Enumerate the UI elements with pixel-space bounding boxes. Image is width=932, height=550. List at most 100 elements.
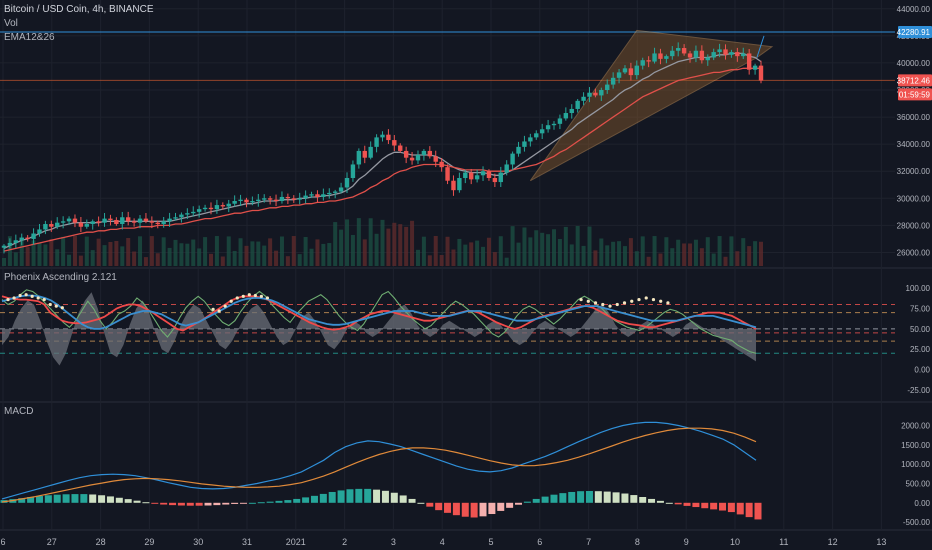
candle-body [185,213,190,215]
volume-bar [185,243,190,266]
candle-body [90,221,95,225]
candle-body [155,222,160,225]
price-tick-label: 26000.00 [897,248,931,257]
volume-bar [492,252,497,266]
candle-body [19,237,24,241]
macd-histogram-bar [692,502,700,508]
volume-bar [504,257,509,266]
macd-histogram-bar [506,502,514,508]
candle-body [687,53,693,58]
phoenix-marker [217,309,221,313]
price-tick-label: 28000.00 [897,221,931,230]
candle-body [315,194,320,197]
phoenix-marker [644,296,648,300]
volume-bar [120,246,125,266]
macd-histogram-bar [550,494,558,503]
candle-body [256,199,261,202]
candle-body [262,198,267,200]
candle-body [108,218,113,220]
macd-histogram-bar [639,497,647,503]
volume-bar [132,251,137,266]
candle-body [587,92,592,97]
volume-bar [522,227,527,266]
volume-bar [421,236,426,266]
volume-bar [753,241,758,266]
candle-body [486,171,492,178]
candle-body [350,164,356,178]
macd-tick-label: 1500.00 [901,441,930,450]
price-label-box [898,26,932,39]
candle-body [581,96,586,101]
volume-bar [729,236,734,266]
candle-body [676,48,681,51]
volume-bar [557,239,562,266]
volume-bar [13,252,18,266]
ema-line-slow [3,67,761,252]
volume-bar [552,229,557,266]
macd-histogram-bar [577,491,585,503]
macd-histogram-bar [80,494,88,503]
price-tick-label: 36000.00 [897,113,931,122]
volume-bar [108,241,113,266]
volume-bar [232,250,237,266]
phoenix-tick-label: 75.00 [910,305,931,314]
phoenix-marker [659,299,663,303]
macd-histogram-bar [275,500,283,503]
price-tick-label: 32000.00 [897,167,931,176]
macd-histogram-bar [408,498,416,503]
volume-bar [321,243,326,266]
candle-body [137,218,143,223]
volume-bar [2,258,6,266]
time-tick-label: 11 [779,537,788,547]
volume-bar [78,255,83,266]
macd-histogram-bar [648,498,656,503]
candle-body [55,222,60,227]
macd-histogram-bar [514,502,522,505]
phoenix-red-line [1,295,757,332]
candle-body [569,108,574,114]
phoenix-marker [211,307,215,311]
macd-histogram-bar [612,492,620,503]
candle-body [244,199,249,203]
candle-body [545,125,551,130]
macd-histogram-bar [719,502,727,511]
candle-body [480,171,486,176]
volume-bar [220,256,225,266]
candle-body [439,161,444,168]
candle-body [409,157,415,161]
triangle-pattern [529,29,774,182]
volume-bar [138,236,143,266]
phoenix-marker [36,296,40,300]
volume-bar [191,239,196,266]
macd-histogram-bar [683,502,691,506]
volume-bar [664,237,669,266]
volume-bar [208,253,213,266]
candle-body [303,195,308,199]
volume-bar [445,236,450,266]
phoenix-marker [601,302,605,307]
candle-body [398,145,403,151]
macd-tick-label: 500.00 [906,479,931,488]
volume-bar [617,241,622,266]
volume-bar [333,222,338,266]
volume-bar [711,253,716,266]
candle-body [664,56,669,59]
volume-bar [226,236,231,266]
volume-bar [55,249,60,266]
macd-histogram-bar [35,496,43,503]
macd-histogram-bar [169,502,177,506]
macd-histogram-bar [319,493,327,503]
time-tick-label: 5 [488,537,493,547]
candle-body [368,146,373,158]
macd-histogram-bar [124,499,132,503]
macd-histogram-bar [151,502,159,504]
volume-label: Vol [4,18,18,29]
candle-body [717,49,722,53]
candle-body [43,224,48,230]
phoenix-tick-label: -25.00 [907,386,930,395]
candle-body [338,187,344,192]
candle-body [232,201,237,204]
macd-histogram-bar [399,495,407,503]
volume-bar [345,219,350,266]
